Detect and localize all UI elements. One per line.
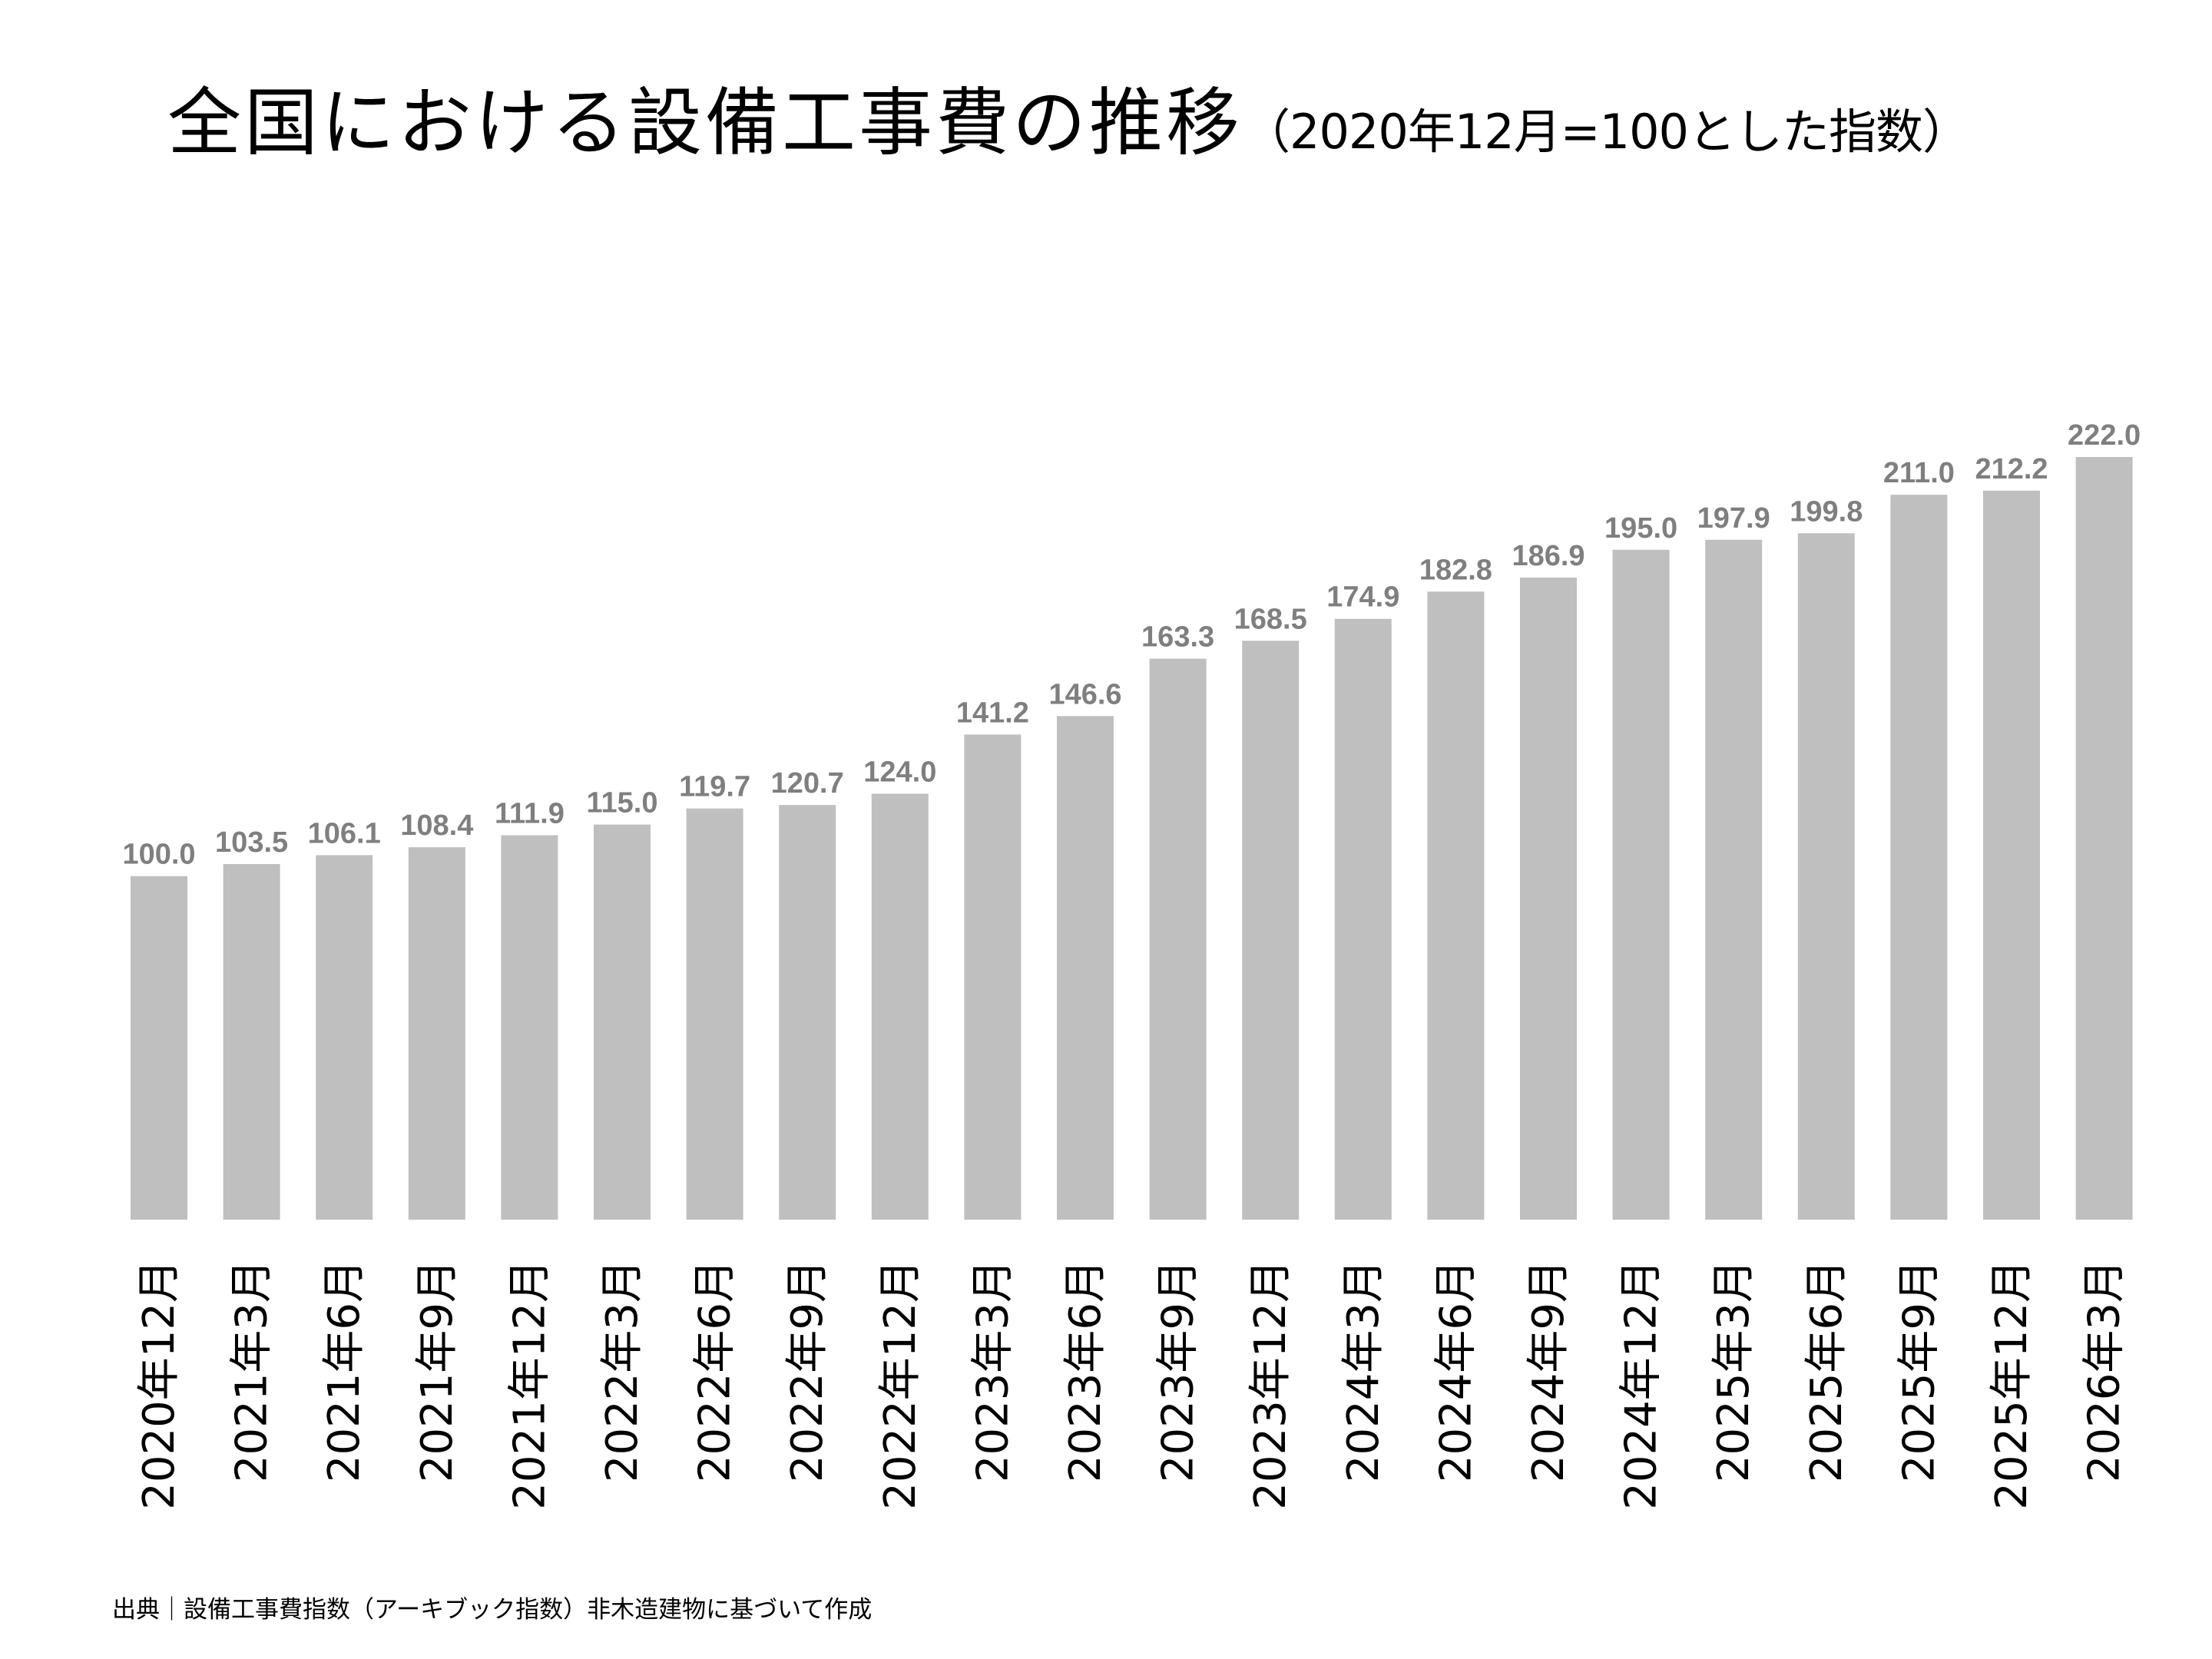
bar-19 <box>1890 495 1948 1220</box>
data-label-3: 108.4 <box>400 810 473 842</box>
bar-15 <box>1520 578 1577 1220</box>
bar-16 <box>1612 549 1670 1220</box>
data-labels-group: 100.0 103.5 106.1 108.4 111.9 115.0 119.7 120.7… <box>122 419 2141 871</box>
x-axis-tick-labels: 2020年12月 2021年3月 2021年6月 2021年9月 2021年12月 202… <box>134 1260 2130 1510</box>
bar-6 <box>686 808 743 1220</box>
bar-13 <box>1334 618 1392 1220</box>
x-tick-label-9: 2023年3月 <box>968 1260 1018 1482</box>
chart-title-subtitle: （2020年12月=100とした指数） <box>1243 104 1970 160</box>
bar-21 <box>2075 457 2133 1220</box>
bar-17 <box>1705 539 1763 1220</box>
bar-1 <box>223 864 280 1220</box>
x-tick-label-12: 2023年12月 <box>1246 1260 1296 1510</box>
data-label-7: 120.7 <box>771 767 844 800</box>
x-tick-label-14: 2024年6月 <box>1431 1260 1481 1482</box>
data-label-14: 182.8 <box>1419 554 1492 586</box>
data-label-17: 197.9 <box>1697 502 1770 535</box>
x-tick-label-4: 2021年12月 <box>505 1260 555 1510</box>
data-label-1: 103.5 <box>215 826 288 859</box>
x-tick-label-5: 2022年3月 <box>598 1260 647 1482</box>
bar-10 <box>1057 716 1114 1220</box>
data-label-2: 106.1 <box>308 817 381 849</box>
data-label-12: 168.5 <box>1234 603 1307 635</box>
x-tick-label-1: 2021年3月 <box>227 1260 277 1482</box>
data-label-15: 186.9 <box>1512 540 1584 572</box>
x-tick-label-8: 2022年12月 <box>876 1260 926 1510</box>
data-label-0: 100.0 <box>122 839 195 871</box>
x-tick-label-16: 2024年12月 <box>1617 1260 1667 1510</box>
x-tick-label-19: 2025年9月 <box>1894 1260 1944 1482</box>
data-label-4: 111.9 <box>495 798 565 830</box>
bar-5 <box>594 824 651 1220</box>
x-tick-label-20: 2025年12月 <box>1987 1260 2037 1510</box>
data-label-19: 211.0 <box>1883 457 1955 489</box>
x-tick-label-17: 2025年3月 <box>1709 1260 1759 1482</box>
x-tick-label-15: 2024年9月 <box>1524 1260 1574 1482</box>
data-label-9: 141.2 <box>956 697 1029 729</box>
bar-4 <box>501 835 558 1220</box>
bar-11 <box>1149 658 1207 1220</box>
x-tick-label-0: 2020年12月 <box>134 1260 184 1510</box>
x-tick-label-7: 2022年9月 <box>783 1260 833 1482</box>
x-tick-label-21: 2026年3月 <box>2080 1260 2130 1482</box>
bars-group <box>131 457 2133 1220</box>
bar-7 <box>779 805 836 1220</box>
data-label-20: 212.2 <box>1975 453 2048 485</box>
chart-title: 全国における設備工事費の推移（2020年12月=100とした指数） <box>167 86 1970 160</box>
bar-0 <box>131 876 187 1220</box>
data-label-6: 119.7 <box>679 771 750 803</box>
bar-3 <box>408 847 465 1220</box>
data-label-18: 199.8 <box>1790 495 1863 528</box>
data-label-21: 222.0 <box>2068 419 2141 452</box>
data-label-8: 124.0 <box>863 756 936 788</box>
x-tick-label-10: 2023年6月 <box>1061 1260 1111 1482</box>
x-tick-label-11: 2023年9月 <box>1154 1260 1204 1482</box>
x-tick-label-18: 2025年6月 <box>1802 1260 1852 1482</box>
x-tick-label-13: 2024年3月 <box>1339 1260 1389 1482</box>
bar-9 <box>964 734 1022 1220</box>
bar-14 <box>1427 591 1485 1220</box>
x-tick-label-3: 2021年9月 <box>412 1260 462 1482</box>
data-label-10: 146.6 <box>1048 678 1121 710</box>
x-tick-label-2: 2021年6月 <box>320 1260 369 1482</box>
data-label-16: 195.0 <box>1604 512 1677 545</box>
bar-2 <box>316 855 373 1220</box>
source-note: 出典｜設備工事費指数（アーキブック指数）非木造建物に基づいて作成 <box>112 1596 873 1624</box>
data-label-5: 115.0 <box>587 787 658 820</box>
data-label-13: 174.9 <box>1326 581 1399 614</box>
chart-title-main: 全国における設備工事費の推移 <box>167 80 1243 166</box>
bar-12 <box>1242 641 1300 1220</box>
x-tick-label-6: 2022年6月 <box>690 1260 740 1482</box>
bar-18 <box>1797 533 1855 1220</box>
bar-20 <box>1983 490 2040 1220</box>
bar-8 <box>871 793 929 1220</box>
data-label-11: 163.3 <box>1141 621 1214 654</box>
